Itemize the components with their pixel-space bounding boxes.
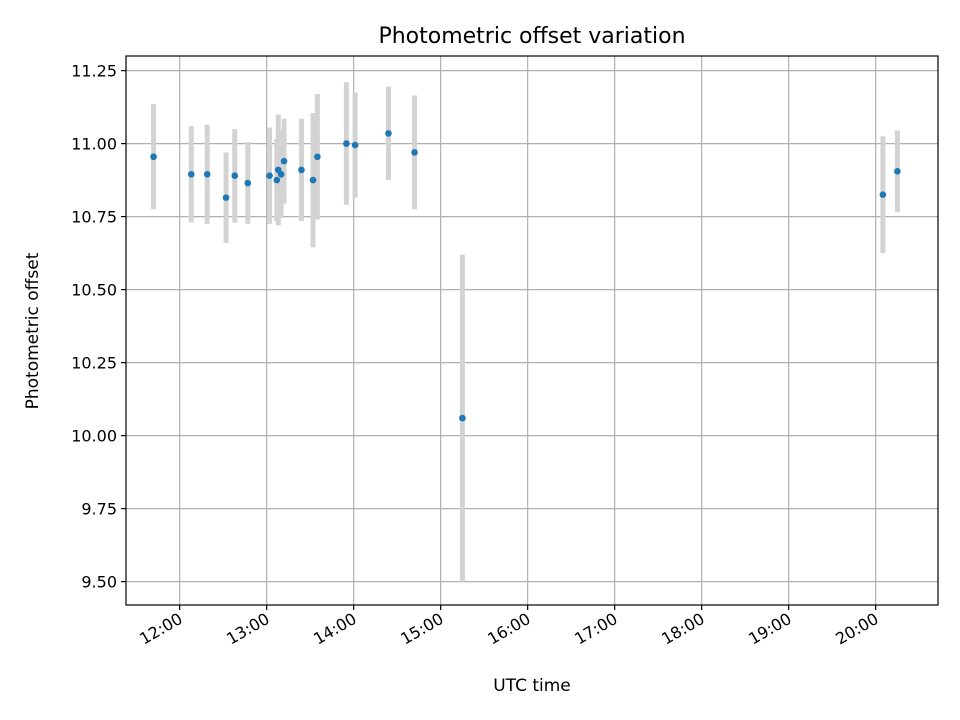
data-point — [459, 414, 466, 422]
data-point — [280, 157, 288, 165]
data-points — [150, 130, 901, 422]
data-point — [309, 176, 317, 184]
y-ticks: 9.50 9.75 10.00 10.25 10.50 10.75 11.00 11.25 — [71, 62, 126, 592]
data-point — [314, 153, 321, 161]
y-tick-label: 10.75 — [71, 208, 117, 227]
data-point — [879, 191, 887, 199]
plot-frame — [125, 55, 939, 606]
x-tick-label: 13:00 — [223, 609, 272, 649]
x-ticks: 12:00 13:00 14:00 15:00 16:00 17:00 18:00 19:00… — [136, 605, 882, 649]
chart-title: Photometric offset variation — [378, 24, 685, 49]
data-point — [277, 170, 285, 178]
y-tick-label: 11.25 — [71, 62, 117, 81]
x-tick-label: 14:00 — [310, 609, 359, 649]
data-point — [411, 149, 418, 156]
data-point — [187, 170, 195, 178]
data-point — [266, 172, 273, 180]
x-tick-label: 18:00 — [658, 609, 707, 649]
x-tick-label: 15:00 — [397, 609, 446, 649]
y-tick-label: 9.75 — [81, 500, 117, 519]
x-tick-label: 20:00 — [832, 609, 881, 649]
data-point — [894, 168, 901, 175]
y-tick-label: 10.25 — [71, 354, 117, 373]
x-tick-label: 19:00 — [745, 609, 794, 649]
x-axis-label: UTC time — [493, 676, 571, 696]
y-tick-label: 10.50 — [71, 281, 117, 300]
x-tick-label: 12:00 — [136, 609, 185, 649]
data-point — [222, 194, 230, 201]
data-point — [385, 130, 392, 137]
data-point — [351, 141, 359, 149]
data-point — [231, 172, 239, 180]
y-tick-label: 11.00 — [71, 135, 117, 154]
data-point — [203, 170, 211, 178]
y-tick-label: 10.00 — [71, 427, 117, 446]
y-axis-label: Photometric offset — [23, 252, 43, 409]
data-point — [343, 140, 350, 147]
x-tick-label: 16:00 — [484, 609, 533, 649]
data-point — [244, 179, 252, 187]
data-point — [150, 153, 157, 161]
grid — [126, 56, 938, 605]
x-tick-label: 17:00 — [571, 609, 620, 649]
data-point — [298, 166, 305, 174]
data-point — [273, 176, 281, 184]
errorbars — [151, 82, 900, 582]
y-tick-label: 9.50 — [81, 573, 117, 592]
